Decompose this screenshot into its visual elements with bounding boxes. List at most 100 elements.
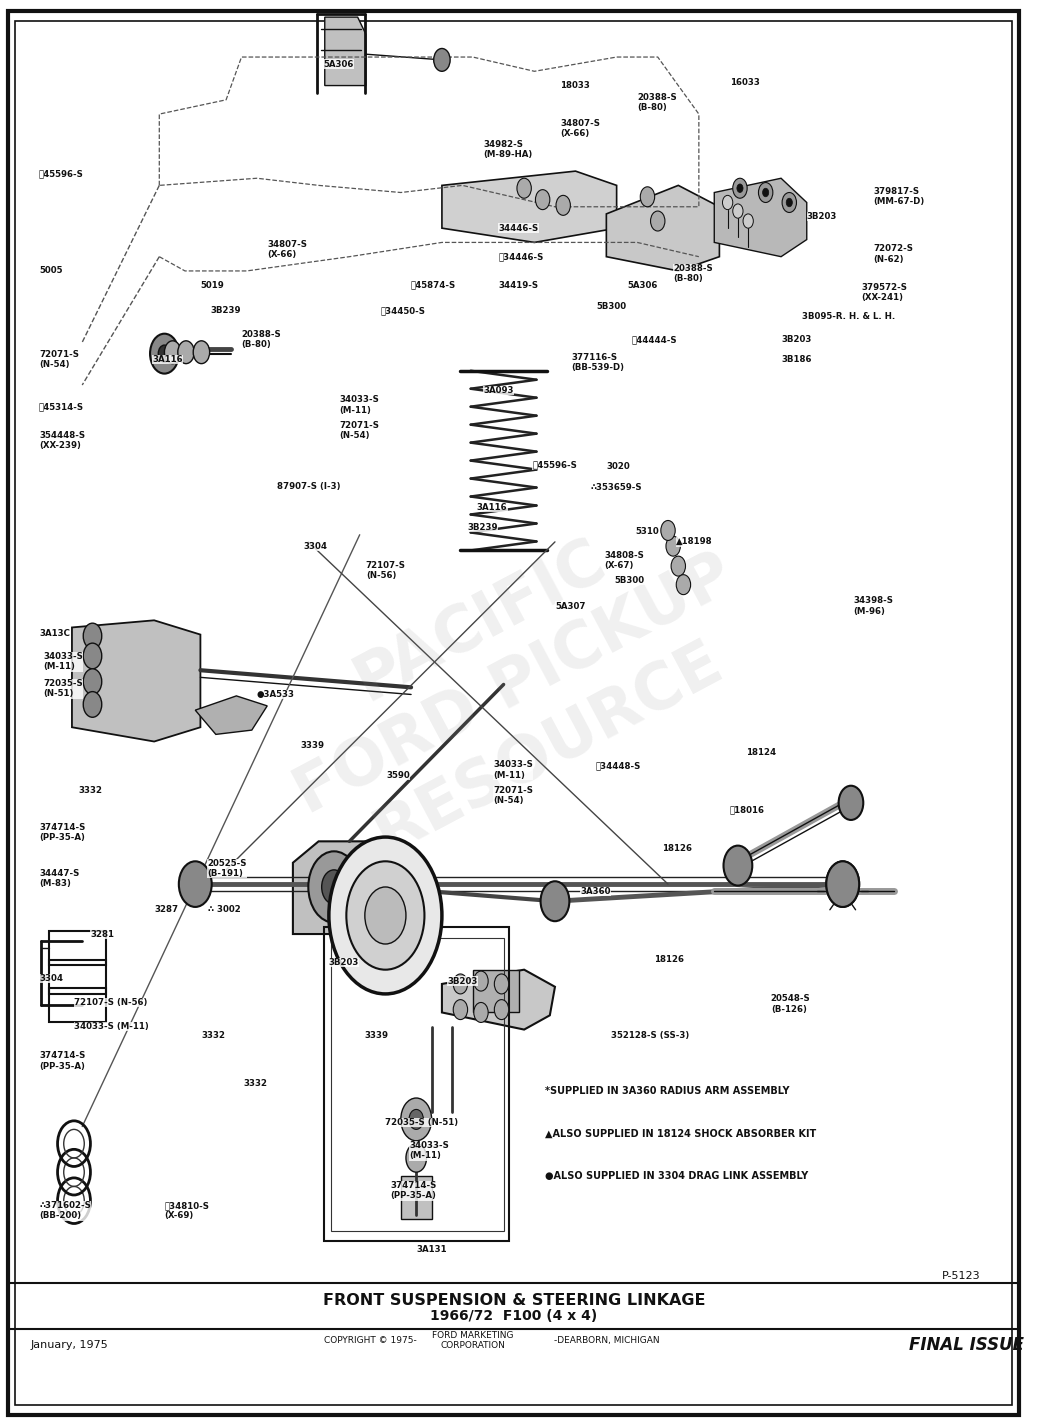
Circle shape <box>83 692 102 717</box>
Text: PACIFIC
FORD PICKUP
RESOURCE: PACIFIC FORD PICKUP RESOURCE <box>251 479 777 890</box>
Text: 34982-S
(M-89-HA): 34982-S (M-89-HA) <box>483 140 532 160</box>
Circle shape <box>453 974 468 994</box>
Circle shape <box>409 1109 423 1129</box>
Text: 3A360: 3A360 <box>581 887 611 896</box>
Bar <box>324 927 509 1241</box>
Text: January, 1975: January, 1975 <box>31 1339 109 1350</box>
Text: 3A116: 3A116 <box>152 355 183 364</box>
Polygon shape <box>442 171 617 242</box>
Text: 374714-S
(PP-35-A): 374714-S (PP-35-A) <box>391 1181 437 1201</box>
Text: 379572-S
(XX-241): 379572-S (XX-241) <box>862 282 907 302</box>
Circle shape <box>321 870 346 904</box>
Bar <box>50 988 106 1022</box>
Text: P-5123: P-5123 <box>942 1271 980 1282</box>
Text: 1966/72  F100 (4 x 4): 1966/72 F100 (4 x 4) <box>430 1309 597 1323</box>
Text: 34033-S
(M-11): 34033-S (M-11) <box>409 1141 449 1161</box>
Bar <box>50 960 106 994</box>
Polygon shape <box>473 970 518 1012</box>
Circle shape <box>661 520 675 540</box>
Text: 72071-S
(N-54): 72071-S (N-54) <box>339 421 380 441</box>
Text: 3281: 3281 <box>90 930 114 938</box>
Text: 34033-S
(M-11): 34033-S (M-11) <box>494 760 533 780</box>
Text: 18033: 18033 <box>560 81 590 90</box>
Text: 3A131: 3A131 <box>416 1245 447 1253</box>
Text: ⍅34446-S: ⍅34446-S <box>499 252 543 261</box>
Text: FORD MARKETING
CORPORATION: FORD MARKETING CORPORATION <box>432 1330 513 1350</box>
Circle shape <box>433 48 450 71</box>
Text: 18126: 18126 <box>662 844 692 853</box>
Text: 3B203: 3B203 <box>447 977 477 985</box>
Text: 3A13C: 3A13C <box>39 629 69 637</box>
Circle shape <box>782 193 796 212</box>
Circle shape <box>193 341 209 364</box>
Text: ▲18198: ▲18198 <box>676 538 712 546</box>
Text: ⍅18016: ⍅18016 <box>730 806 764 814</box>
Polygon shape <box>195 696 268 734</box>
Text: ●3A533: ●3A533 <box>257 690 295 699</box>
Text: 87907-S (I-3): 87907-S (I-3) <box>278 482 341 491</box>
Text: 18126: 18126 <box>653 955 683 964</box>
Text: 72035-S
(N-51): 72035-S (N-51) <box>44 679 83 699</box>
Text: 3B239: 3B239 <box>468 523 498 532</box>
Text: 3B239: 3B239 <box>211 307 242 315</box>
Text: 5A306: 5A306 <box>627 281 657 289</box>
Circle shape <box>150 334 178 374</box>
Text: 3332: 3332 <box>201 1031 225 1040</box>
Text: 3B203: 3B203 <box>329 958 359 967</box>
Text: 379817-S
(MM-67-D): 379817-S (MM-67-D) <box>873 187 925 207</box>
Text: 34807-S
(X-66): 34807-S (X-66) <box>268 240 307 260</box>
Text: 3A116: 3A116 <box>477 503 507 512</box>
Text: FINAL ISSUE: FINAL ISSUE <box>908 1336 1024 1353</box>
Circle shape <box>556 195 570 215</box>
Text: ∴ 3002: ∴ 3002 <box>207 906 241 914</box>
Text: 34419-S: 34419-S <box>499 281 538 289</box>
Polygon shape <box>714 178 807 257</box>
Circle shape <box>666 536 680 556</box>
Text: 3287: 3287 <box>155 906 178 914</box>
Text: 72107-S
(N-56): 72107-S (N-56) <box>366 560 405 580</box>
Text: ⍅45596-S: ⍅45596-S <box>39 170 84 178</box>
Text: 352128-S (SS-3): 352128-S (SS-3) <box>612 1031 690 1040</box>
Text: 20388-S
(B-80): 20388-S (B-80) <box>242 329 281 349</box>
Text: 72035-S (N-51): 72035-S (N-51) <box>386 1118 458 1127</box>
Circle shape <box>474 1002 488 1022</box>
Text: 3B203: 3B203 <box>781 335 811 344</box>
Circle shape <box>329 837 442 994</box>
Text: 5310: 5310 <box>635 528 658 536</box>
Text: ∴371602-S
(BB-200): ∴371602-S (BB-200) <box>39 1201 91 1221</box>
Text: 5B300: 5B300 <box>615 576 645 585</box>
Text: ⍅45874-S: ⍅45874-S <box>411 281 456 289</box>
Text: 34446-S: 34446-S <box>499 224 538 232</box>
Circle shape <box>737 184 744 193</box>
Text: 72071-S
(N-54): 72071-S (N-54) <box>39 349 79 369</box>
Text: 20388-S
(B-80): 20388-S (B-80) <box>673 264 712 284</box>
Text: ∴353659-S: ∴353659-S <box>591 483 643 492</box>
Text: 18124: 18124 <box>747 749 777 757</box>
Circle shape <box>640 187 654 207</box>
Circle shape <box>826 861 860 907</box>
Text: 3339: 3339 <box>365 1031 389 1040</box>
Text: ⍅45596-S: ⍅45596-S <box>532 461 578 469</box>
Text: 34447-S
(M-83): 34447-S (M-83) <box>39 868 80 888</box>
Text: 374714-S
(PP-35-A): 374714-S (PP-35-A) <box>39 823 85 843</box>
Circle shape <box>758 183 773 202</box>
Circle shape <box>346 861 424 970</box>
Text: 3339: 3339 <box>300 742 325 750</box>
Circle shape <box>83 643 102 669</box>
Text: 34033-S (M-11): 34033-S (M-11) <box>74 1022 148 1031</box>
Text: 3A093: 3A093 <box>483 386 513 395</box>
Circle shape <box>826 861 860 907</box>
Text: FRONT SUSPENSION & STEERING LINKAGE: FRONT SUSPENSION & STEERING LINKAGE <box>323 1293 705 1308</box>
Text: ⍅44444-S: ⍅44444-S <box>632 335 677 344</box>
Circle shape <box>733 178 747 198</box>
Text: 20388-S
(B-80): 20388-S (B-80) <box>637 93 677 113</box>
Text: 34807-S
(X-66): 34807-S (X-66) <box>560 118 600 138</box>
Text: 3304: 3304 <box>303 542 328 550</box>
Circle shape <box>401 1098 431 1141</box>
Text: 20548-S
(B-126): 20548-S (B-126) <box>770 994 811 1014</box>
Text: ▲ALSO SUPPLIED IN 18124 SHOCK ABSORBER KIT: ▲ALSO SUPPLIED IN 18124 SHOCK ABSORBER K… <box>544 1128 816 1139</box>
Text: 374714-S
(PP-35-A): 374714-S (PP-35-A) <box>39 1051 85 1071</box>
Text: 5019: 5019 <box>200 281 224 289</box>
Text: 72107-S (N-56): 72107-S (N-56) <box>74 998 147 1007</box>
Text: 3590: 3590 <box>387 771 411 780</box>
